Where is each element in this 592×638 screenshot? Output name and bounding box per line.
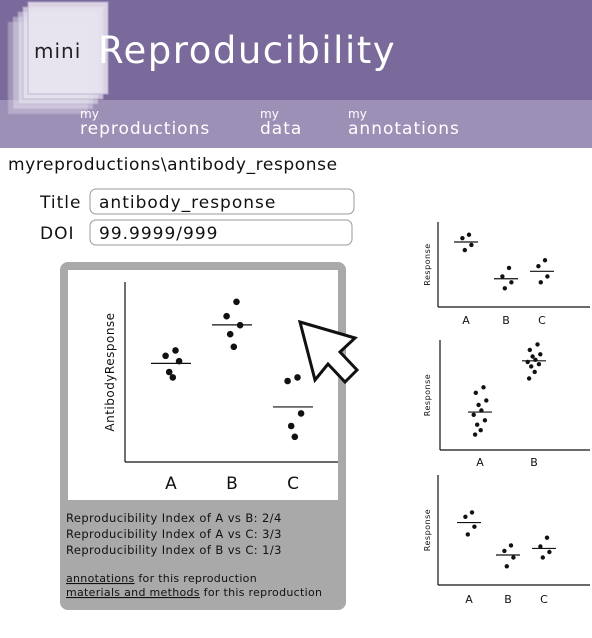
data-dot xyxy=(223,312,230,320)
data-dot xyxy=(511,555,516,560)
logo: Reproducibility xyxy=(98,29,396,72)
data-dot xyxy=(508,543,514,548)
data-dot xyxy=(538,352,543,357)
link[interactable]: annotations xyxy=(66,572,135,585)
data-dot xyxy=(472,524,477,529)
title-input[interactable] xyxy=(89,188,355,215)
data-dot xyxy=(478,428,483,433)
data-dot xyxy=(542,258,548,263)
data-dot xyxy=(529,364,534,369)
y-axis-label: Response xyxy=(423,509,432,551)
data-dot xyxy=(502,286,507,291)
data-dot xyxy=(484,398,489,403)
data-dot xyxy=(466,232,472,237)
input-value: antibody_response xyxy=(99,193,276,213)
x-tick-label: B xyxy=(226,474,238,494)
data-dot xyxy=(536,362,542,367)
x-tick-label: A xyxy=(476,456,484,469)
data-dot xyxy=(165,368,173,376)
data-dot xyxy=(469,510,475,515)
nav-prefix: my xyxy=(348,107,367,121)
data-dot xyxy=(460,235,465,241)
data-dot xyxy=(226,330,234,338)
data-dot xyxy=(284,377,291,385)
x-tick-label: A xyxy=(165,474,177,494)
field-label: Title xyxy=(39,193,81,213)
data-dot xyxy=(473,390,478,395)
data-dot xyxy=(544,535,550,540)
result-line: Reproducibility Index of A vs B: 2/4 xyxy=(66,511,282,525)
data-dot xyxy=(291,433,299,441)
data-dot xyxy=(172,347,179,354)
breadcrumb: myreproductions\antibody_response xyxy=(8,155,338,175)
data-dot xyxy=(482,418,488,423)
link-text: for this reproduction xyxy=(135,572,257,585)
data-dot xyxy=(287,422,295,430)
data-dot xyxy=(536,264,541,269)
nav-link[interactable]: data xyxy=(260,119,302,139)
x-tick-label: B xyxy=(530,456,538,469)
nav-bar xyxy=(0,100,592,148)
link-line: annotations for this reproduction xyxy=(66,572,257,585)
data-dot xyxy=(527,347,532,353)
data-dot xyxy=(547,549,552,555)
input-value: 99.9999/999 xyxy=(99,224,218,244)
data-dot xyxy=(463,514,468,519)
x-tick-label: A xyxy=(462,314,470,327)
data-dot xyxy=(545,274,550,279)
data-dot xyxy=(471,412,476,417)
nav-link[interactable]: annotations xyxy=(348,119,460,139)
data-dot xyxy=(465,532,470,537)
data-dot xyxy=(506,265,512,271)
data-dot xyxy=(476,402,481,408)
y-axis-label: AntibodyResponse xyxy=(103,312,117,431)
y-axis-label: Response xyxy=(423,243,432,285)
data-dot xyxy=(297,410,305,417)
link-line: materials and methods for this reproduct… xyxy=(66,586,322,599)
data-dot xyxy=(540,555,545,560)
nav-prefix: my xyxy=(260,107,279,121)
x-tick-label: C xyxy=(287,474,299,494)
data-dot xyxy=(481,385,486,390)
field-label: DOI xyxy=(40,224,75,244)
data-dot xyxy=(509,280,514,285)
data-dot xyxy=(504,564,509,569)
x-tick-label: C xyxy=(540,593,548,606)
x-tick-label: C xyxy=(538,314,546,327)
logo-stack xyxy=(7,1,109,115)
data-dot xyxy=(162,352,169,360)
nav-link[interactable]: reproductions xyxy=(80,119,210,139)
result-line: Reproducibility Index of A vs C: 3/3 xyxy=(66,527,282,541)
x-tick-label: B xyxy=(504,593,512,606)
data-dot xyxy=(169,374,177,381)
data-dot xyxy=(538,544,543,549)
logo-small: mini xyxy=(34,39,81,63)
data-dot xyxy=(502,548,507,554)
data-dot xyxy=(469,242,474,248)
data-dot xyxy=(233,298,240,306)
data-dot xyxy=(535,342,540,347)
link[interactable]: materials and methods xyxy=(66,586,200,599)
y-axis-label: Response xyxy=(423,374,432,416)
data-dot xyxy=(462,247,467,253)
data-dot xyxy=(500,274,505,279)
data-dot xyxy=(530,354,535,359)
data-dot xyxy=(230,343,238,351)
data-dot xyxy=(294,374,301,381)
data-dot xyxy=(526,376,532,381)
x-tick-label: A xyxy=(465,593,473,606)
result-line: Reproducibility Index of B vs C: 1/3 xyxy=(66,543,282,557)
doi-input[interactable] xyxy=(89,219,353,246)
data-dot xyxy=(538,280,543,285)
data-dot xyxy=(475,422,480,427)
data-dot xyxy=(472,432,478,437)
link-text: for this reproduction xyxy=(200,586,322,599)
cursor xyxy=(297,319,360,385)
nav-prefix: my xyxy=(80,107,99,121)
data-dot xyxy=(532,369,537,375)
x-tick-label: B xyxy=(502,314,510,327)
